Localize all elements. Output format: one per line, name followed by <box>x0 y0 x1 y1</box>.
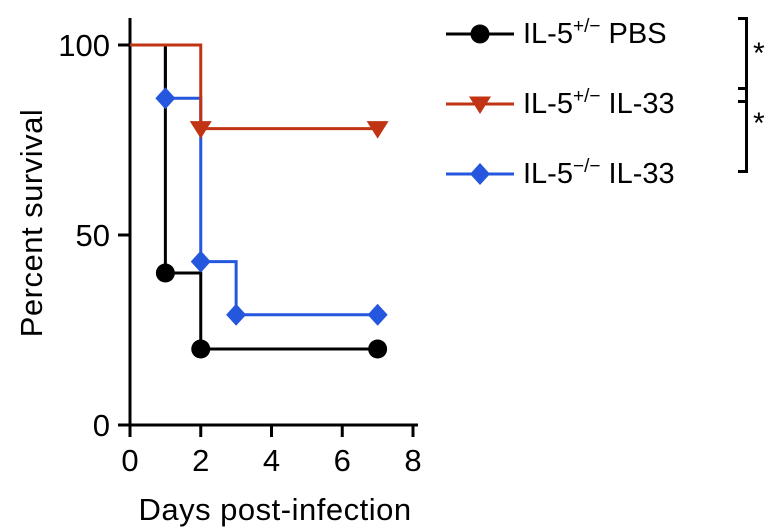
y-tick-label: 100 <box>58 28 110 63</box>
survival-plot: 0 2 4 6 8 0 50 100 <box>58 18 422 478</box>
data-point-IL-5+/- IL-33 <box>366 121 389 139</box>
legend-item-IL-5+/- PBS: IL-5+/− PBS <box>443 6 667 62</box>
data-point-IL-5+/- PBS <box>191 339 211 359</box>
x-tick-label: 2 <box>192 443 209 478</box>
legend-label: IL-5+/− IL-33 <box>523 86 675 120</box>
significance-asterisk-0: * <box>753 37 765 70</box>
triangle-down-marker-icon <box>446 96 514 114</box>
legend-marker-IL-5-/- IL-33 <box>470 163 490 185</box>
data-point-IL-5+/- PBS <box>155 263 175 283</box>
y-tick-label: 0 <box>93 408 110 443</box>
legend-marker-IL-5+/- IL-33 <box>469 96 491 114</box>
x-tick-label: 4 <box>263 443 280 478</box>
y-axis-label: Percent survival <box>14 108 49 338</box>
y-tick-label: 50 <box>76 218 110 253</box>
x-tick-label: 8 <box>404 443 421 478</box>
superscript: +/− <box>572 86 601 108</box>
x-tick-label: 6 <box>334 443 351 478</box>
series-line-IL-5+/- IL-33 <box>130 43 378 131</box>
legend: IL-5+/− PBS IL-5+/− IL-33 IL-5−/− IL-33 * * <box>443 6 779 216</box>
data-point-IL-5-/- IL-33 <box>226 303 247 326</box>
legend-label: IL-5−/− IL-33 <box>523 156 675 190</box>
significance-bracket-0 <box>738 17 748 103</box>
circle-marker-icon <box>446 24 514 44</box>
superscript: +/− <box>572 16 601 38</box>
x-tick-label: 0 <box>121 443 138 478</box>
legend-item-IL-5+/- IL-33: IL-5+/− IL-33 <box>443 76 675 132</box>
legend-marker-IL-5+/- PBS <box>470 24 490 44</box>
significance-bracket-1 <box>738 87 748 173</box>
legend-label: IL-5+/− PBS <box>523 16 667 50</box>
data-point-IL-5-/- IL-33 <box>367 303 388 326</box>
significance-asterisk-1: * <box>753 107 765 140</box>
legend-item-IL-5-/- IL-33: IL-5−/− IL-33 <box>443 146 675 202</box>
data-point-IL-5+/- PBS <box>368 339 388 359</box>
x-axis-label: Days post-infection <box>138 492 412 527</box>
data-point-IL-5-/- IL-33 <box>190 250 211 273</box>
data-point-IL-5-/- IL-33 <box>155 87 176 110</box>
data-point-IL-5+/- IL-33 <box>189 121 212 139</box>
diamond-marker-icon <box>446 163 514 185</box>
superscript: −/− <box>572 156 601 178</box>
